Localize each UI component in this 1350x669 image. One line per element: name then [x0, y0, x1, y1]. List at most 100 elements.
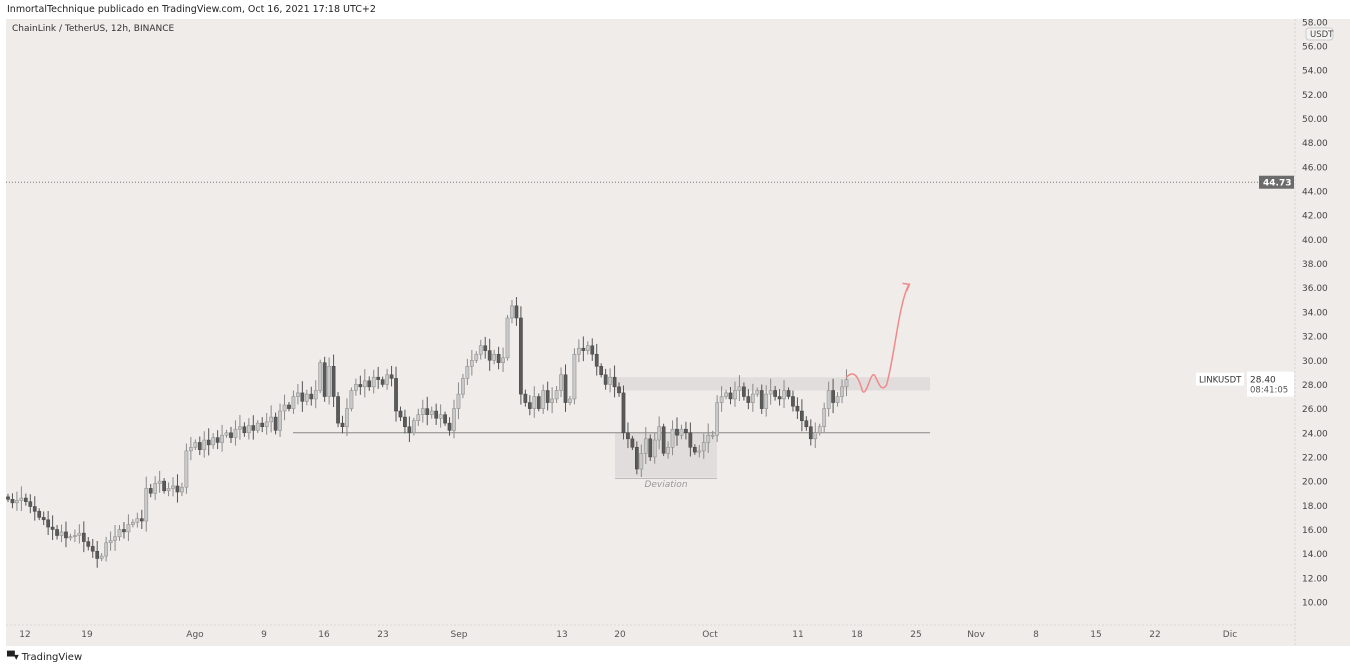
price-tick-label: 10.00	[1302, 599, 1328, 609]
chart-pane[interactable]	[6, 19, 1350, 646]
candle-up	[131, 521, 135, 525]
price-tick-label: 26.00	[1302, 405, 1328, 415]
candle-down	[376, 376, 381, 380]
candle-up	[304, 393, 309, 402]
candle-down	[527, 402, 532, 409]
candle-down	[746, 396, 751, 403]
candle-up	[474, 353, 479, 361]
candle-down	[621, 392, 626, 434]
candle-up	[438, 414, 443, 419]
candle-down	[367, 380, 372, 388]
time-tick-label: 20	[614, 630, 626, 640]
candle-up	[465, 366, 470, 379]
candle-up	[15, 500, 19, 504]
candle-up	[327, 366, 331, 397]
candle-up	[559, 374, 563, 391]
candle-down	[122, 529, 126, 533]
candle-up	[733, 390, 737, 400]
price-tick-label: 36.00	[1302, 284, 1328, 294]
price-tick-label: 20.00	[1302, 478, 1328, 488]
candle-up	[643, 438, 648, 454]
candle-up	[224, 432, 229, 436]
candle-down	[483, 345, 488, 351]
resistance-zone	[615, 377, 930, 391]
candle-down	[10, 499, 15, 504]
candle-down	[394, 378, 398, 412]
candle-up	[710, 434, 715, 437]
candle-down	[425, 408, 430, 415]
candle-up	[652, 439, 657, 458]
last-price-badge	[1247, 371, 1294, 397]
candle-down	[742, 386, 746, 397]
candle-down	[519, 317, 523, 395]
candle-down	[808, 426, 813, 440]
price-tick-label: 52.00	[1302, 91, 1328, 101]
projection-arrow-icon	[902, 282, 911, 292]
candle-down	[41, 517, 46, 521]
candle-down	[23, 497, 28, 502]
candle-up	[724, 392, 728, 397]
candle-up	[750, 393, 755, 403]
candle-countdown: 08:41:05	[1250, 386, 1288, 396]
candle-down	[162, 480, 166, 492]
candle-up	[813, 432, 818, 440]
candle-down	[273, 416, 278, 431]
candle-up	[99, 555, 104, 559]
candle-down	[86, 541, 91, 547]
time-tick-label: 25	[910, 630, 921, 640]
candle-down	[594, 353, 599, 367]
candle-up	[354, 384, 358, 391]
candle-up	[362, 380, 367, 388]
time-tick-label: 22	[1149, 630, 1160, 640]
price-tick-label: 54.00	[1302, 67, 1328, 77]
price-tick-label: 12.00	[1302, 574, 1328, 584]
candle-up	[585, 345, 590, 351]
price-tick-label: 40.00	[1302, 236, 1328, 246]
candle-up	[345, 408, 349, 427]
candle-down	[206, 439, 211, 446]
candle-up	[166, 488, 171, 492]
candle-up	[817, 426, 822, 434]
price-tick-label: 24.00	[1302, 429, 1328, 439]
candle-down	[496, 353, 501, 363]
candle-up	[412, 420, 416, 434]
footer-branding: ▀▾ TradingView	[7, 652, 82, 663]
candle-up	[157, 480, 162, 484]
candle-down	[55, 529, 59, 536]
candle-up	[180, 486, 184, 493]
candle-up	[269, 416, 273, 423]
candle-down	[340, 422, 345, 427]
deviation-label: Deviation	[644, 480, 687, 490]
candle-up	[577, 347, 581, 355]
candle-up	[478, 345, 483, 355]
candle-up	[108, 540, 113, 544]
candle-down	[786, 390, 791, 397]
tradingview-logo-icon: ▀▾	[7, 652, 19, 663]
price-tick-label: 30.00	[1302, 357, 1328, 367]
candle-down	[309, 393, 314, 400]
candle-down	[630, 438, 635, 448]
price-tick-label: 34.00	[1302, 308, 1328, 318]
candle-down	[603, 374, 608, 385]
candle-down	[523, 393, 528, 403]
candle-down	[331, 366, 336, 397]
candle-down	[773, 390, 777, 397]
candle-up	[349, 390, 354, 409]
price-tick-label: 32.00	[1302, 333, 1328, 343]
price-tick-label: 56.00	[1302, 43, 1328, 53]
candle-down	[447, 422, 452, 431]
candle-down	[514, 305, 519, 319]
candle-up	[697, 450, 702, 453]
candle-down	[612, 376, 617, 388]
candle-up	[282, 404, 287, 412]
candle-down	[545, 390, 550, 403]
candle-down	[626, 432, 630, 440]
candle-up	[104, 542, 108, 557]
candle-up	[193, 442, 198, 448]
candle-up	[220, 434, 224, 443]
candle-up	[189, 447, 193, 452]
candle-down	[336, 396, 340, 424]
candle-up	[117, 529, 122, 537]
candle-down	[563, 374, 568, 403]
